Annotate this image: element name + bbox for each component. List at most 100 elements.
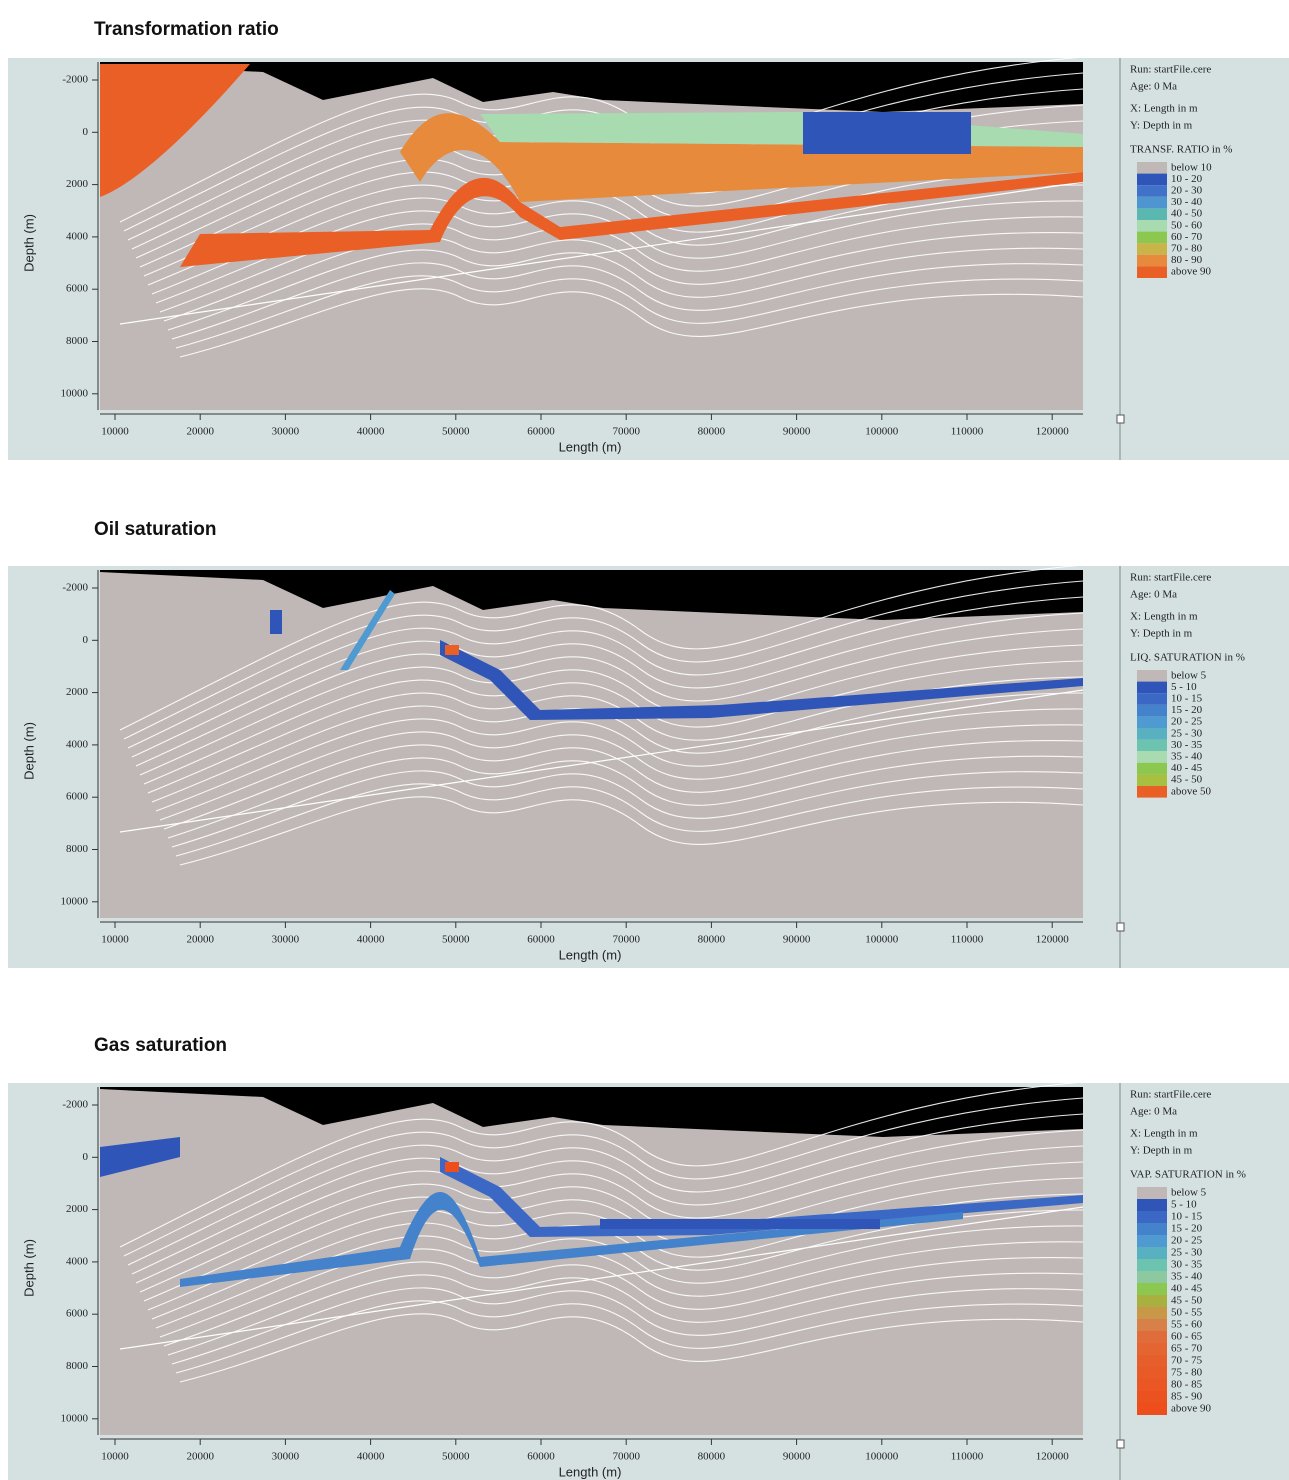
legend-label: 35 - 40 bbox=[1171, 751, 1203, 763]
x-tick-label: 10000 bbox=[101, 1451, 129, 1463]
y-tick-label: 4000 bbox=[66, 1255, 89, 1267]
legend-label: below 5 bbox=[1171, 669, 1207, 681]
x-tick-label: 50000 bbox=[442, 1451, 470, 1463]
y-tick-label: 6000 bbox=[66, 283, 89, 295]
legend-label: 50 - 60 bbox=[1171, 219, 1203, 231]
run-info: Y: Depth in m bbox=[1130, 120, 1193, 132]
layer-line bbox=[135, 628, 1084, 767]
y-tick-label: -2000 bbox=[62, 582, 88, 594]
layer-line bbox=[167, 1272, 1084, 1356]
x-tick-label: 20000 bbox=[186, 426, 214, 438]
layer-line bbox=[171, 1287, 1084, 1365]
x-tick-label: 50000 bbox=[442, 934, 470, 946]
layer-line bbox=[179, 288, 1084, 358]
x-tick-label: 30000 bbox=[272, 426, 300, 438]
slider-knob bbox=[1116, 922, 1125, 932]
horizon bbox=[340, 590, 395, 670]
y-tick-label: 2000 bbox=[66, 178, 89, 190]
y-tick-label: 0 bbox=[83, 1151, 89, 1163]
legend-swatch bbox=[1137, 1259, 1167, 1271]
run-info: Run: startFile.cere bbox=[1130, 64, 1211, 76]
horizon bbox=[400, 113, 1083, 202]
legend-label: 20 - 25 bbox=[1171, 716, 1203, 728]
run-info: X: Length in m bbox=[1130, 1128, 1198, 1140]
y-tick-label: 8000 bbox=[66, 1360, 89, 1372]
x-tick-label: 100000 bbox=[865, 426, 899, 438]
layer-line bbox=[151, 692, 1084, 803]
y-axis-label: Depth (m) bbox=[21, 1239, 36, 1297]
legend-label: 40 - 45 bbox=[1171, 762, 1203, 774]
run-info: Run: startFile.cere bbox=[1130, 1089, 1211, 1101]
section-panel: Oil saturation Depth (m) Length (m) -2000 0 2… bbox=[8, 519, 1289, 968]
slider-knob bbox=[1116, 1439, 1125, 1449]
run-info: Age: 0 Ma bbox=[1130, 1106, 1177, 1118]
y-tick-label: 2000 bbox=[66, 1203, 89, 1215]
legend-label: 80 - 90 bbox=[1171, 254, 1203, 266]
legend-swatch bbox=[1137, 1307, 1167, 1319]
x-tick-label: 110000 bbox=[951, 426, 984, 438]
legend-label: 60 - 70 bbox=[1171, 231, 1203, 243]
legend-swatch bbox=[1137, 693, 1167, 705]
layer-line bbox=[159, 724, 1084, 821]
legend-label: below 10 bbox=[1171, 161, 1212, 173]
layer-line bbox=[155, 708, 1084, 812]
x-tick-label: 90000 bbox=[783, 426, 811, 438]
legend-swatch bbox=[1137, 774, 1167, 786]
legend-swatch bbox=[1137, 751, 1167, 763]
horizon bbox=[600, 1219, 880, 1229]
legend-swatch bbox=[1137, 1403, 1167, 1415]
legend-swatch bbox=[1137, 266, 1167, 278]
horizon bbox=[445, 645, 459, 655]
run-info: X: Length in m bbox=[1130, 611, 1198, 623]
legend-label: 75 - 80 bbox=[1171, 1367, 1203, 1379]
layer-line bbox=[119, 564, 1084, 731]
legend-title: TRANSF. RATIO in % bbox=[1130, 144, 1232, 156]
x-tick-label: 10000 bbox=[101, 426, 129, 438]
legend-swatch bbox=[1137, 243, 1167, 255]
legend-label: 40 - 50 bbox=[1171, 208, 1203, 220]
y-tick-label: 4000 bbox=[66, 230, 89, 242]
y-tick-label: 2000 bbox=[66, 686, 89, 698]
legend-swatch bbox=[1137, 231, 1167, 244]
plot-area bbox=[100, 570, 1083, 918]
legend-label: 10 - 15 bbox=[1171, 1211, 1203, 1223]
layer-line bbox=[155, 200, 1084, 304]
legend-label: 30 - 35 bbox=[1171, 739, 1203, 751]
y-tick-label: 6000 bbox=[66, 1308, 89, 1320]
legend-label: above 90 bbox=[1171, 1403, 1212, 1415]
x-tick-label: 80000 bbox=[698, 1451, 726, 1463]
x-tick-label: 40000 bbox=[357, 1451, 385, 1463]
legend-swatch bbox=[1137, 185, 1167, 197]
basement-line bbox=[119, 1206, 1084, 1350]
legend-label: 25 - 30 bbox=[1171, 727, 1203, 739]
legend-swatch bbox=[1137, 716, 1167, 728]
x-tick-label: 110000 bbox=[951, 1451, 984, 1463]
legend-label: below 5 bbox=[1171, 1187, 1207, 1199]
x-tick-label: 100000 bbox=[865, 934, 899, 946]
x-tick-label: 100000 bbox=[865, 1451, 899, 1463]
layer-line bbox=[119, 1081, 1084, 1248]
legend-label: 15 - 20 bbox=[1171, 1223, 1203, 1235]
legend-label: 10 - 20 bbox=[1171, 173, 1203, 185]
legend-swatch bbox=[1137, 196, 1167, 209]
layer-line bbox=[155, 1225, 1084, 1329]
x-tick-label: 120000 bbox=[1036, 934, 1070, 946]
legend-title: LIQ. SATURATION in % bbox=[1130, 652, 1245, 664]
legend-label: 30 - 40 bbox=[1171, 196, 1203, 208]
layer-line bbox=[135, 1145, 1084, 1284]
run-info: Age: 0 Ma bbox=[1130, 589, 1177, 601]
legend-swatch bbox=[1137, 254, 1167, 267]
layer-line bbox=[151, 1209, 1084, 1320]
legend-swatch bbox=[1137, 1211, 1167, 1223]
y-tick-label: -2000 bbox=[62, 1099, 88, 1111]
legend-label: 30 - 35 bbox=[1171, 1259, 1203, 1271]
x-tick-label: 90000 bbox=[783, 934, 811, 946]
x-tick-label: 80000 bbox=[698, 426, 726, 438]
legend-swatch bbox=[1137, 173, 1167, 186]
overburden bbox=[100, 570, 1083, 620]
x-axis-label: Length (m) bbox=[559, 439, 622, 454]
x-tick-label: 30000 bbox=[272, 1451, 300, 1463]
layer-line bbox=[131, 612, 1084, 758]
